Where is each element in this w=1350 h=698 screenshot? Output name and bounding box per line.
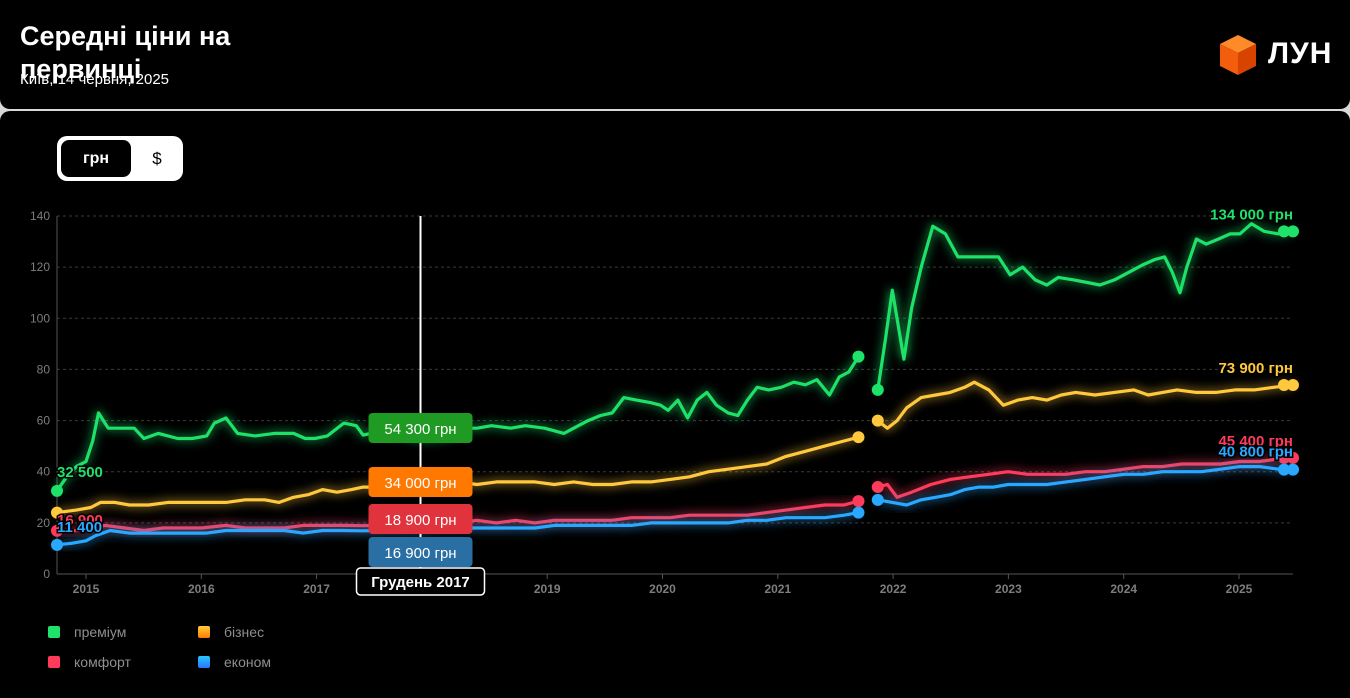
series-point[interactable] — [871, 414, 884, 427]
series-line — [876, 222, 1294, 391]
series-end-label: 45 400 грн — [1218, 433, 1293, 450]
y-tick-label: 40 — [37, 465, 51, 479]
y-tick-label: 0 — [43, 567, 50, 581]
hover-tooltip: 18 900 грн — [368, 504, 473, 534]
x-tick-label: 2022 — [880, 582, 907, 596]
legend-item-premium[interactable]: преміум — [48, 622, 168, 642]
logo-text: ЛУН — [1268, 37, 1333, 70]
hover-date-label: Грудень 2017 — [355, 567, 486, 596]
series-point[interactable] — [1278, 451, 1290, 464]
series-business[interactable] — [51, 379, 1299, 519]
legend-item-economy[interactable]: економ — [198, 652, 318, 672]
cube-logo-icon — [1220, 35, 1256, 75]
series-line — [876, 380, 1294, 430]
chart-legend: преміум бізнес комфорт економ — [48, 622, 348, 682]
hover-tooltip: 34 000 грн — [368, 467, 473, 497]
series-point[interactable] — [1287, 451, 1299, 464]
x-tick-label: 2020 — [649, 582, 676, 596]
hover-tooltip-box — [368, 537, 473, 567]
currency-uah-button[interactable]: грн — [61, 140, 131, 177]
series-start-label: 32 500 — [57, 464, 103, 481]
series-point[interactable] — [871, 383, 884, 396]
y-tick-label: 140 — [30, 209, 50, 223]
hover-tooltip-value: 34 000 грн — [384, 475, 456, 492]
series-point[interactable] — [51, 506, 63, 519]
lun-logo[interactable]: ЛУН — [1218, 33, 1333, 77]
series-line — [877, 456, 1294, 499]
series-end-label: 134 000 грн — [1210, 206, 1293, 223]
series-point[interactable] — [1287, 463, 1299, 476]
x-tick-label: 2019 — [534, 582, 561, 596]
legend-swatch-premium — [48, 626, 60, 638]
hover-tooltip-value: 18 900 грн — [384, 512, 456, 529]
series-start-label: 16 900 — [57, 512, 103, 529]
series-line — [877, 465, 1294, 507]
legend-label-economy: економ — [224, 654, 271, 670]
legend-swatch-comfort — [48, 656, 60, 668]
page-subtitle: Київ, 14 червня, 2025 — [20, 71, 170, 88]
series-point[interactable] — [51, 484, 63, 497]
hover-tooltip-value: 54 300 грн — [384, 421, 456, 438]
x-tick-label: 2023 — [995, 582, 1022, 596]
series-point[interactable] — [871, 481, 884, 494]
x-tick-label: 2016 — [188, 582, 215, 596]
series-point[interactable] — [1278, 225, 1290, 238]
hover-tooltip-value: 16 900 грн — [384, 545, 456, 562]
series-point[interactable] — [852, 506, 865, 519]
y-tick-label: 20 — [37, 516, 51, 530]
series-point[interactable] — [51, 524, 63, 537]
y-tick-label: 120 — [30, 260, 50, 274]
currency-toggle: грн $ — [57, 136, 183, 181]
series-end-label: 40 800 грн — [1218, 444, 1293, 461]
hover-tooltip-box — [368, 413, 473, 443]
series-point[interactable] — [51, 538, 63, 551]
x-tick-label: 2021 — [764, 582, 791, 596]
legend-swatch-business — [198, 626, 210, 638]
legend-swatch-economy — [198, 656, 210, 668]
y-tick-label: 100 — [30, 311, 50, 325]
hover-tooltip: 54 300 грн — [368, 413, 473, 443]
series-point[interactable] — [1278, 379, 1290, 392]
series-point[interactable] — [852, 431, 865, 444]
series-point[interactable] — [1287, 225, 1299, 238]
series-point[interactable] — [852, 350, 865, 363]
x-tick-label: 2025 — [1226, 582, 1253, 596]
legend-label-business: бізнес — [224, 624, 265, 640]
series-point[interactable] — [1287, 379, 1299, 392]
currency-usd-button[interactable]: $ — [152, 149, 162, 168]
hover-tooltip-box — [368, 467, 473, 497]
x-tick-label: 2024 — [1110, 582, 1137, 596]
page-title: Середні ціни на первинці — [20, 21, 231, 84]
x-tick-label: 2015 — [73, 582, 100, 596]
series-economy[interactable] — [51, 463, 1299, 551]
legend-item-comfort[interactable]: комфорт — [48, 652, 168, 672]
hover-date-text: Грудень 2017 — [371, 574, 470, 591]
x-tick-label: 2017 — [303, 582, 330, 596]
legend-label-premium: преміум — [74, 624, 127, 640]
y-tick-label: 60 — [37, 414, 51, 428]
legend-item-business[interactable]: бізнес — [198, 622, 318, 642]
series-point[interactable] — [852, 495, 865, 508]
y-tick-label: 80 — [37, 362, 51, 376]
legend-label-comfort: комфорт — [74, 654, 131, 670]
hover-tooltip-box — [368, 504, 473, 534]
hover-tooltip: 16 900 грн — [368, 537, 473, 567]
series-premium[interactable] — [51, 222, 1299, 497]
series-end-label: 73 900 грн — [1218, 360, 1293, 377]
hover-date-box — [355, 567, 486, 596]
header-bar: Середні ціни на первинці Київ, 14 червня… — [0, 0, 1350, 109]
series-point[interactable] — [871, 493, 884, 506]
series-point[interactable] — [1278, 463, 1290, 476]
series-start-label: 11 400 — [57, 519, 102, 536]
